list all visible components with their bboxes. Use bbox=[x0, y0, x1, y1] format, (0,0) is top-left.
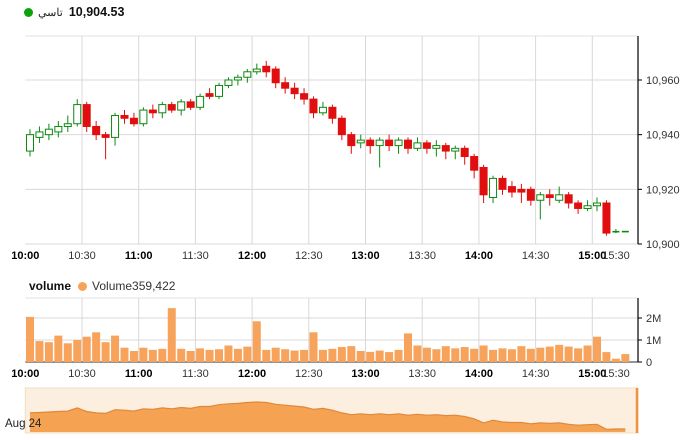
time-tick-label: 11:30 bbox=[182, 250, 209, 262]
time-tick-label: 11:00 bbox=[125, 368, 153, 380]
candlestick-series bbox=[26, 60, 629, 236]
time-tick-label: 12:00 bbox=[238, 368, 266, 380]
volume-pane-title: volume bbox=[29, 279, 72, 293]
time-tick-label: 15:30 bbox=[602, 250, 630, 262]
time-tick-label: 14:00 bbox=[465, 368, 493, 380]
last-price-value: 10,904.53 bbox=[68, 5, 125, 19]
price-series-label: تاسي bbox=[38, 6, 63, 19]
time-tick-label: 13:00 bbox=[351, 368, 379, 380]
time-tick-label: 14:30 bbox=[522, 368, 550, 380]
time-tick-label: 12:00 bbox=[238, 250, 266, 262]
price-axis-tick-label: 10,900 bbox=[646, 239, 680, 251]
time-tick-label: 10:00 bbox=[11, 250, 39, 262]
navigator-area bbox=[30, 402, 626, 432]
volume-axis-tick-label: 2M bbox=[646, 313, 661, 325]
time-tick-label: 14:30 bbox=[522, 250, 550, 262]
volume-series-marker-icon bbox=[78, 281, 88, 291]
time-tick-label: 15:00 bbox=[578, 368, 606, 380]
navigator-date-label: Aug 24 bbox=[5, 418, 42, 430]
volume-legend[interactable]: volume Volume 359,422 bbox=[29, 279, 175, 293]
time-tick-label: 15:00 bbox=[578, 250, 606, 262]
time-tick-label: 11:00 bbox=[125, 250, 153, 262]
volume-series-label: Volume bbox=[92, 279, 133, 293]
time-tick-label: 13:30 bbox=[408, 250, 436, 262]
volume-axis-tick-label: 0 bbox=[646, 357, 652, 369]
time-tick-label: 15:30 bbox=[602, 368, 630, 380]
time-tick-label: 10:30 bbox=[68, 368, 96, 380]
time-tick-label: 10:00 bbox=[11, 368, 39, 380]
volume-x-axis-labels: 10:00 10:30 11:00 11:30 12:00 12:30 13:00 13:30… bbox=[11, 368, 630, 380]
price-axis-tick-label: 10,920 bbox=[646, 184, 680, 196]
volume-value: 359,422 bbox=[132, 279, 176, 293]
time-tick-label: 12:30 bbox=[295, 368, 323, 380]
price-legend[interactable]: تاسي 10,904.53 bbox=[24, 5, 124, 19]
time-tick-label: 13:30 bbox=[408, 368, 436, 380]
navigator[interactable] bbox=[24, 387, 639, 434]
price-axis-tick-label: 10,940 bbox=[646, 130, 680, 142]
price-axis-tick-label: 10,960 bbox=[646, 75, 680, 87]
volume-series bbox=[26, 308, 630, 362]
time-tick-label: 14:00 bbox=[465, 250, 493, 262]
time-tick-label: 12:30 bbox=[295, 250, 323, 262]
price-x-axis-labels: 10:00 10:30 11:00 11:30 12:00 12:30 13:00 13:30… bbox=[11, 250, 630, 262]
time-tick-label: 13:00 bbox=[351, 250, 379, 262]
price-series-marker-icon bbox=[24, 7, 33, 17]
volume-axis-tick-label: 1M bbox=[646, 335, 661, 347]
price-pane: 10,900 10,920 10,940 10,960 bbox=[25, 35, 680, 251]
time-tick-label: 11:30 bbox=[182, 368, 209, 380]
time-tick-label: 10:30 bbox=[68, 250, 96, 262]
